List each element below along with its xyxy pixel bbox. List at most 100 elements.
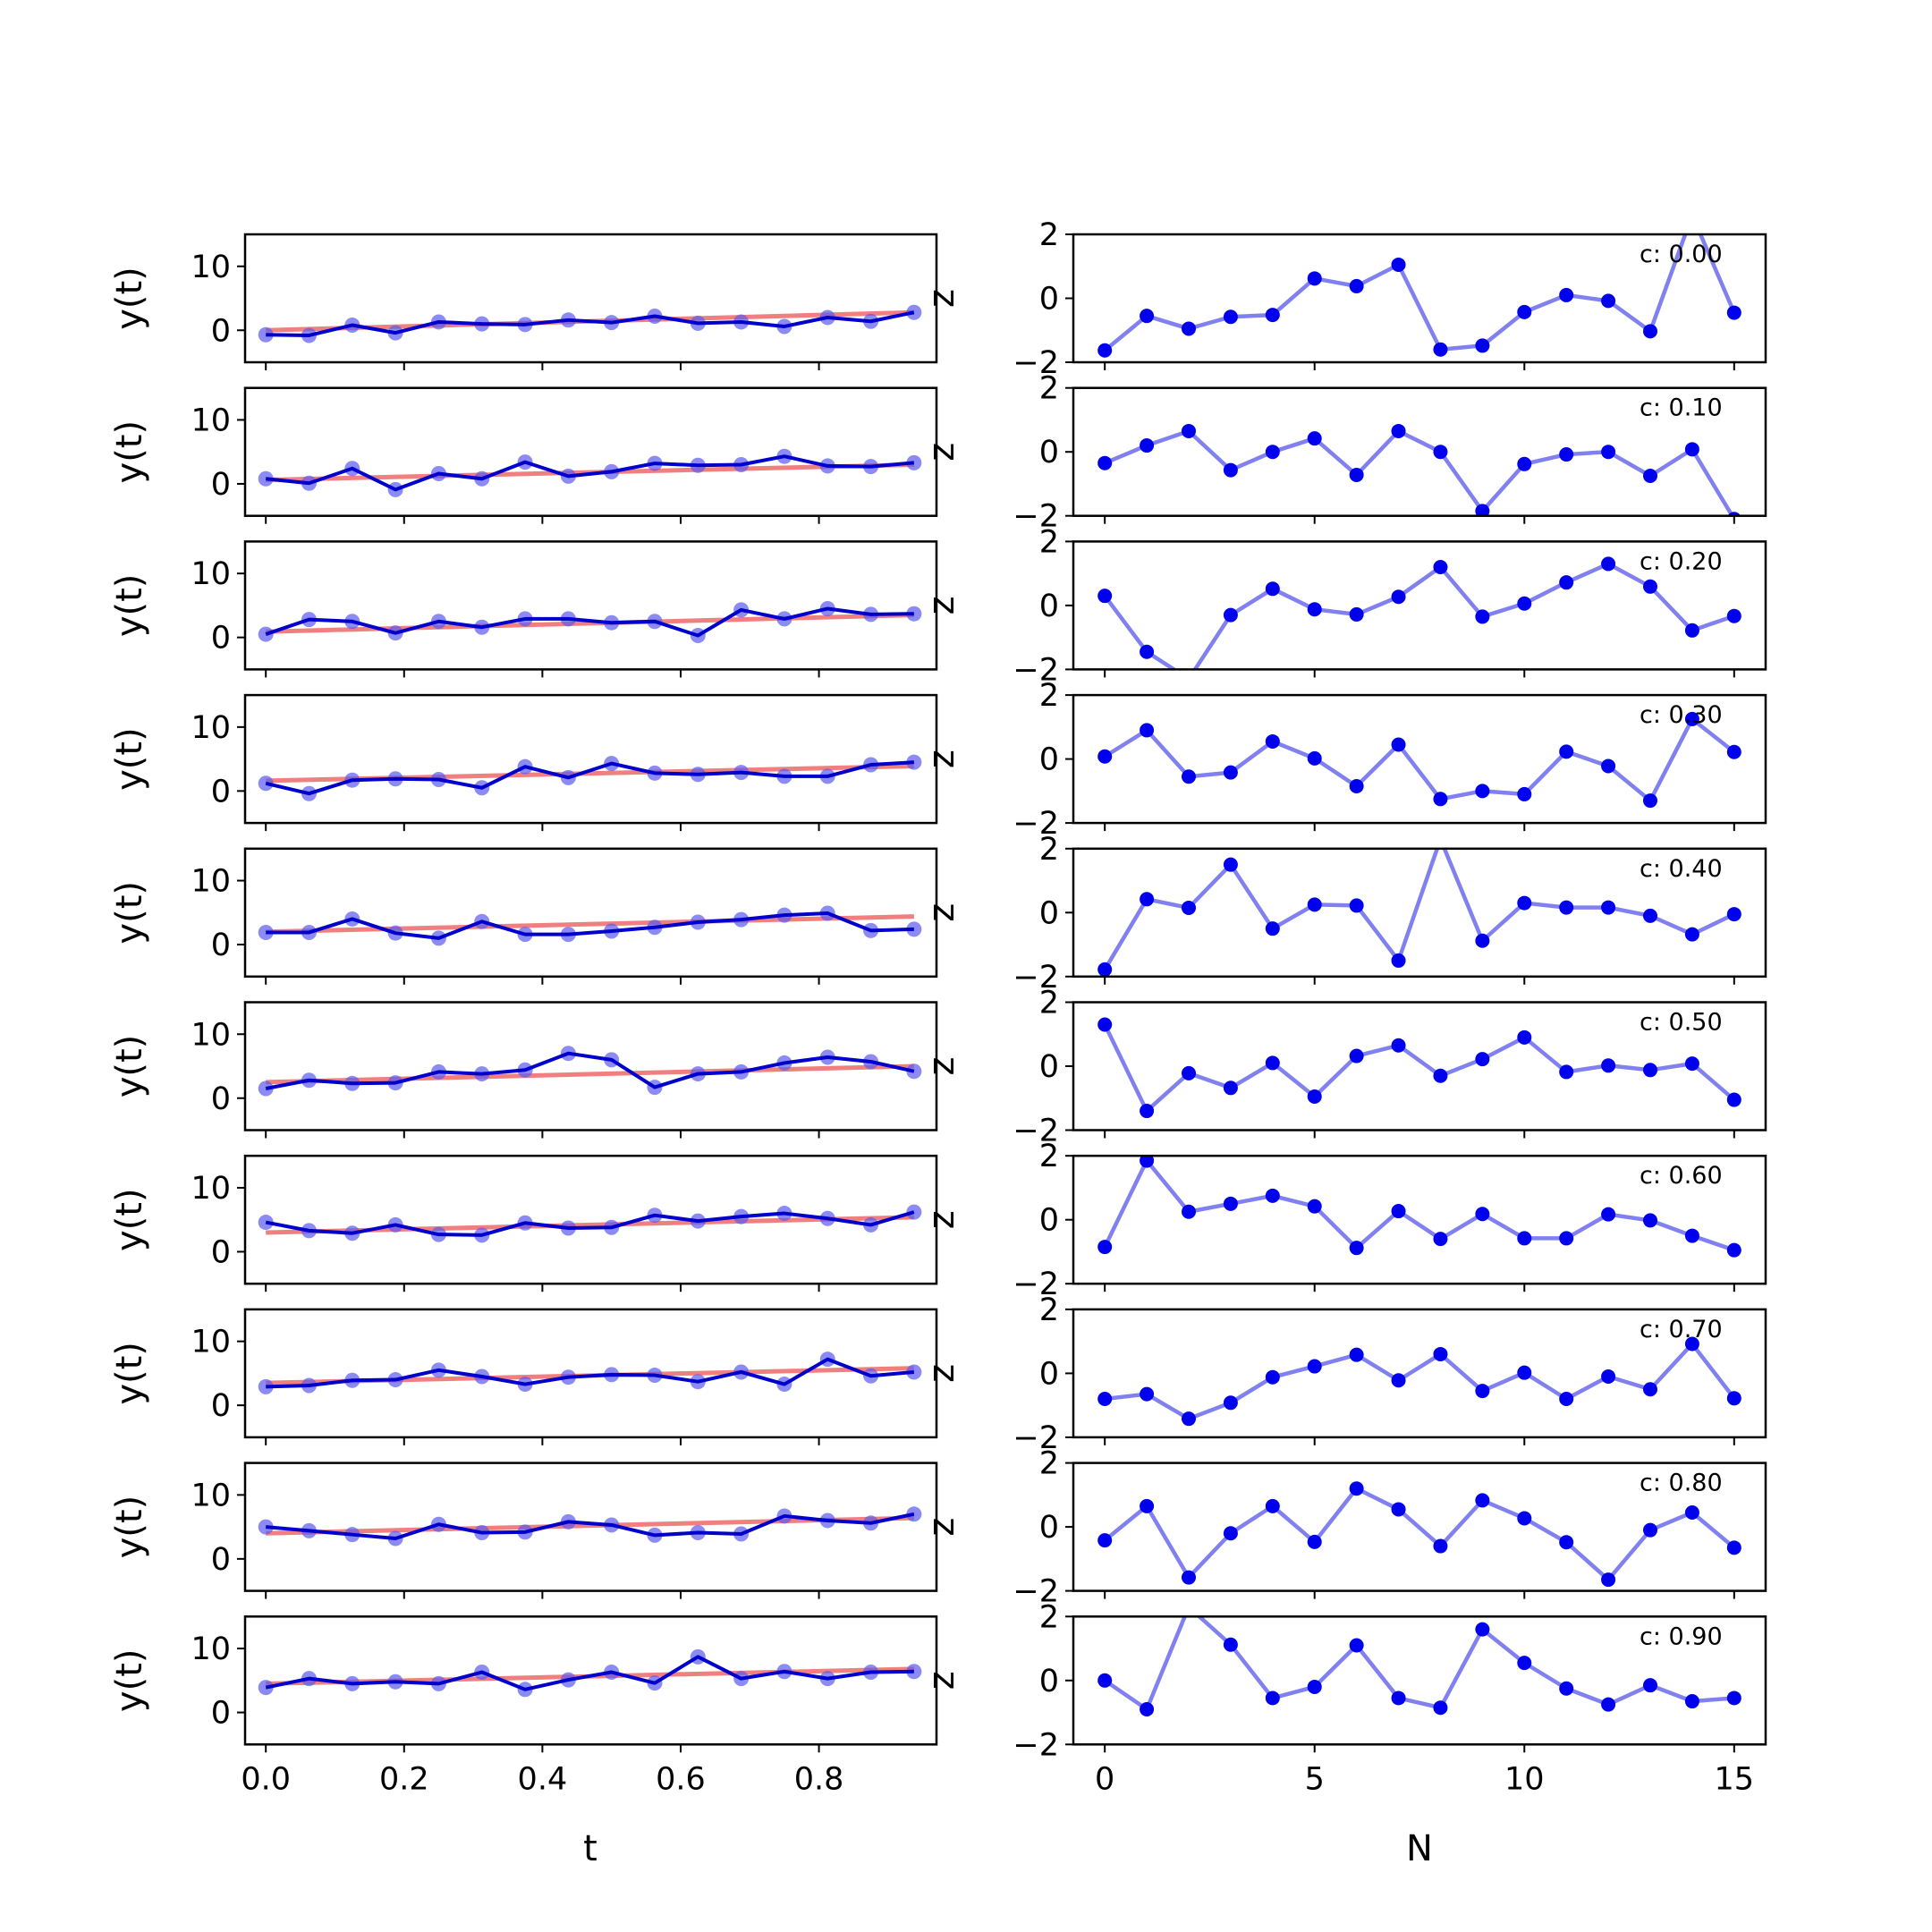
residual-point xyxy=(1475,1207,1490,1222)
residual-point xyxy=(1097,589,1113,604)
residual-point xyxy=(1684,623,1699,638)
residual-point xyxy=(1684,1056,1699,1072)
y-axis-label: z xyxy=(921,1671,962,1690)
residual-point xyxy=(1559,1392,1574,1406)
y-tick-label: 2 xyxy=(1039,524,1059,560)
axes-frame xyxy=(243,1308,938,1439)
residual-point xyxy=(1726,305,1741,320)
y-tick-label: 0 xyxy=(1039,1664,1059,1699)
residual-point xyxy=(1643,1213,1657,1228)
residual-point xyxy=(1265,1188,1280,1203)
y-axis-label: y(t) xyxy=(109,1649,150,1713)
plot-area xyxy=(1097,1336,1741,1427)
right-panel-column: 2 0 −2 c: 0.00 z 2 0 −2 c: 0.10 z 2 0 −2 c: 0.20 z 2 0 −2… xyxy=(921,217,1767,1797)
residual-point xyxy=(1349,1048,1364,1063)
left-plot-0: 0 10 y(t) xyxy=(109,233,938,370)
right-plot-1: 2 0 −2 c: 0.10 z xyxy=(921,371,1767,535)
y-axis-label: z xyxy=(921,1057,962,1076)
residual-point xyxy=(1643,1063,1657,1078)
residual-point xyxy=(1097,343,1113,358)
residual-point xyxy=(1140,1498,1155,1513)
y-tick-label: 0 xyxy=(1039,1049,1059,1085)
left-plot-5: 0 10 y(t) xyxy=(109,1001,938,1139)
axes-frame xyxy=(243,233,938,364)
residual-point xyxy=(1559,1681,1574,1696)
residual-point xyxy=(1475,933,1490,948)
right-plot-5: 2 0 −2 c: 0.50 z xyxy=(921,986,1767,1149)
left-plot-2: 0 10 y(t) xyxy=(109,540,938,678)
data-line xyxy=(265,760,914,796)
y-tick-label: 0 xyxy=(211,1542,231,1578)
residual-point xyxy=(1097,1392,1113,1406)
y-tick-label: 2 xyxy=(1039,1139,1059,1174)
axes-frame xyxy=(243,693,938,825)
residual-point xyxy=(1601,1697,1616,1712)
residual-point xyxy=(1475,1493,1490,1508)
panel-annotation: c: 0.20 xyxy=(1640,547,1723,575)
residual-point xyxy=(1601,445,1616,460)
x-tick-label: 0.8 xyxy=(794,1761,844,1797)
data-line xyxy=(266,310,915,337)
y-tick-label: 0 xyxy=(211,774,231,809)
y-tick-label: 10 xyxy=(191,1325,231,1360)
y-tick-label: −2 xyxy=(1013,806,1059,842)
y-tick-label: 0 xyxy=(211,313,231,349)
plot-area xyxy=(1097,234,1741,358)
y-axis-label: y(t) xyxy=(109,1188,150,1251)
residual-point xyxy=(1182,1570,1196,1585)
y-tick-label: 0 xyxy=(1039,895,1059,931)
y-tick-label: 0 xyxy=(1039,435,1059,470)
axes-frame xyxy=(243,1615,938,1746)
y-tick-label: −2 xyxy=(1013,960,1059,996)
right-plot-8: 2 0 −2 c: 0.80 z xyxy=(921,1446,1767,1610)
left-plot-1: 0 10 y(t) xyxy=(109,386,938,524)
residual-point xyxy=(1601,556,1616,572)
residual-point xyxy=(1223,765,1238,780)
x-tick-label: 0.6 xyxy=(656,1761,706,1797)
residual-point xyxy=(1265,921,1280,936)
residual-point xyxy=(1307,271,1322,286)
residual-point xyxy=(1349,898,1364,913)
y-tick-label: 2 xyxy=(1039,1446,1059,1482)
y-tick-label: 10 xyxy=(191,250,231,285)
residual-point xyxy=(1265,1690,1280,1706)
residual-point xyxy=(1433,1700,1448,1716)
residual-point xyxy=(1559,575,1574,590)
residual-point xyxy=(1475,609,1490,624)
y-tick-label: 2 xyxy=(1039,371,1059,407)
y-axis-label: y(t) xyxy=(109,881,150,945)
residual-point xyxy=(1182,1600,1196,1614)
residual-point xyxy=(1643,1678,1657,1693)
residual-point xyxy=(1391,1690,1406,1706)
y-tick-label: −2 xyxy=(1013,1267,1059,1302)
residual-point xyxy=(1517,895,1532,911)
left-plot-7: 0 10 y(t) xyxy=(109,1308,938,1445)
residual-point xyxy=(1601,1207,1616,1222)
y-tick-label: 0 xyxy=(1039,1203,1059,1239)
y-axis-label: z xyxy=(921,443,962,462)
residual-point xyxy=(1643,579,1657,594)
y-tick-label: −2 xyxy=(1013,652,1059,688)
y-tick-label: 2 xyxy=(1039,832,1059,868)
y-tick-label: 0 xyxy=(1039,1356,1059,1392)
residual-point xyxy=(1097,962,1113,977)
residual-point xyxy=(1475,504,1490,516)
residual-point xyxy=(1391,1373,1406,1388)
residual-point xyxy=(1349,1347,1364,1362)
residual-point xyxy=(1433,1068,1448,1083)
residual-point xyxy=(1684,1505,1699,1521)
residual-point xyxy=(1140,644,1155,659)
y-axis-label: z xyxy=(921,903,962,922)
left-plot-3: 0 10 y(t) xyxy=(109,693,938,832)
left-panel-column: 0 10 y(t) 0 10 y(t) 0 10 y(t) 0 10 y(t) 0 10 y(t) 0 10 y(… xyxy=(109,233,938,1797)
residual-point xyxy=(1517,304,1532,319)
residual-point xyxy=(1349,1481,1364,1496)
residual-point xyxy=(1726,1540,1741,1555)
y-axis-label: z xyxy=(921,596,962,614)
residual-point xyxy=(1643,1382,1657,1397)
residual-line xyxy=(1103,562,1735,670)
y-tick-label: 0 xyxy=(211,621,231,657)
residual-point xyxy=(1726,1391,1741,1406)
y-tick-label: 10 xyxy=(191,1478,231,1513)
residual-point xyxy=(1684,711,1699,726)
